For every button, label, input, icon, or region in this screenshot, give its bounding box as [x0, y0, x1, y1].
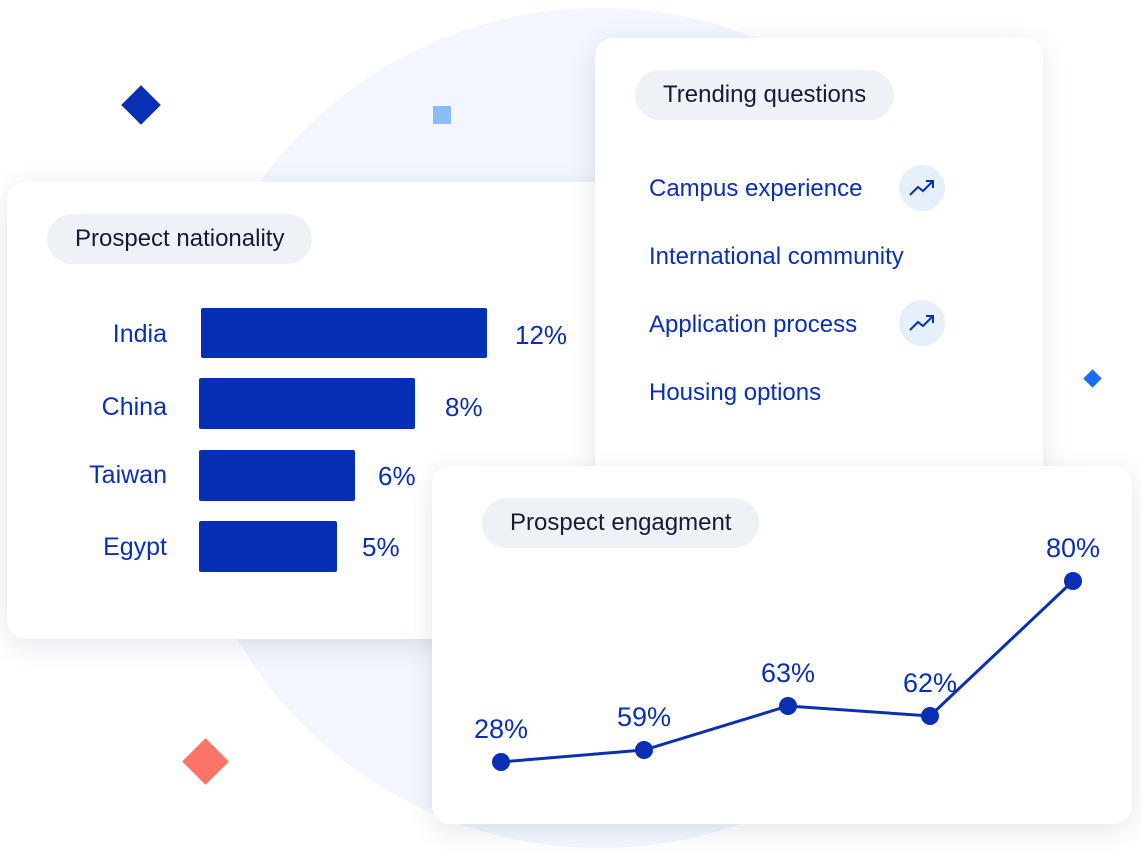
- question-campus-experience[interactable]: Campus experience: [649, 175, 863, 202]
- bar-label-egypt: Egypt: [103, 533, 167, 561]
- engagement-point-label: 63%: [761, 658, 815, 688]
- blue-diamond-decoration: [1083, 369, 1102, 388]
- bar-egypt: [199, 521, 337, 572]
- bar-value-india: 12%: [515, 320, 568, 350]
- trending-title: Trending questions: [635, 70, 895, 120]
- bar-china: [199, 378, 415, 429]
- light-blue-square-decoration: [433, 106, 451, 124]
- engagement-card: Prospect engagment 28% 59% 63% 62% 80%: [432, 466, 1132, 824]
- trend-up-icon: [899, 300, 945, 346]
- bar-label-india: India: [112, 320, 167, 348]
- engagement-line-chart: 28% 59% 63% 62% 80%: [474, 533, 1100, 771]
- bar-value-egypt: 5%: [362, 532, 400, 562]
- trend-up-icon: [899, 165, 945, 211]
- question-housing-options[interactable]: Housing options: [649, 379, 822, 406]
- bar-value-china: 8%: [445, 392, 483, 422]
- nationality-card: Prospect nationality India 12% China 8% …: [7, 182, 627, 639]
- engagement-point: [635, 741, 653, 759]
- engagement-point-label: 28%: [474, 714, 528, 744]
- engagement-point: [921, 707, 939, 725]
- engagement-point-label: 80%: [1046, 533, 1100, 563]
- bar-value-taiwan: 6%: [378, 461, 416, 491]
- bar-label-china: China: [101, 393, 167, 421]
- bar-label-taiwan: Taiwan: [89, 461, 167, 489]
- engagement-point: [492, 753, 510, 771]
- bar-india: [201, 308, 487, 358]
- coral-diamond-decoration: [182, 738, 229, 785]
- engagement-title: Prospect engagment: [482, 498, 760, 548]
- navy-diamond-decoration: [121, 85, 161, 125]
- question-application-process[interactable]: Application process: [649, 311, 858, 338]
- nationality-title: Prospect nationality: [47, 214, 313, 264]
- engagement-point: [1064, 572, 1082, 590]
- question-international-community[interactable]: International community: [649, 243, 904, 270]
- engagement-point: [779, 697, 797, 715]
- engagement-point-label: 59%: [617, 702, 671, 732]
- engagement-point-label: 62%: [903, 668, 957, 698]
- trending-questions-card: Trending questions Campus experience Int…: [595, 38, 1043, 518]
- bar-taiwan: [199, 450, 355, 501]
